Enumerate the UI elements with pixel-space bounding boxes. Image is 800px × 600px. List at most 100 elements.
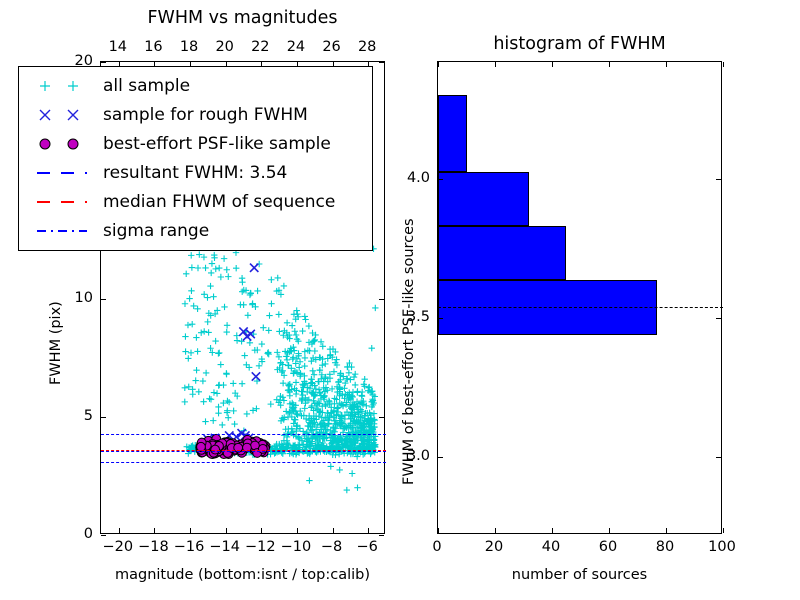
scatter-marker-plus xyxy=(282,426,289,433)
scatter-marker-plus xyxy=(232,264,240,272)
scatter-marker-plus xyxy=(244,312,252,319)
scatter-marker-plus xyxy=(321,375,329,382)
scatter-marker-plus xyxy=(214,307,221,314)
scatter-marker-plus xyxy=(362,409,369,417)
scatter-marker-plus xyxy=(306,442,313,449)
legend-marker-dashdot-line-icon xyxy=(27,218,101,244)
scatter-marker-plus xyxy=(292,331,300,339)
scatter-marker-plus xyxy=(371,423,378,431)
scatter-marker-plus xyxy=(309,420,316,427)
scatter-marker-plus xyxy=(363,402,370,410)
x-tick-label-top: 20 xyxy=(215,39,234,55)
scatter-marker-plus xyxy=(193,334,200,341)
scatter-marker-plus xyxy=(310,389,317,396)
scatter-marker-plus xyxy=(301,362,308,370)
scatter-marker-plus xyxy=(225,399,233,406)
y-tick-mark xyxy=(101,535,106,536)
scatter-marker-plus xyxy=(330,413,338,421)
scatter-marker-plus xyxy=(223,322,231,329)
x-tick-mark xyxy=(154,62,156,67)
scatter-marker-plus xyxy=(368,439,375,446)
histogram-of-fwhm-axes[interactable] xyxy=(437,61,724,534)
scatter-marker-plus xyxy=(368,388,375,395)
scatter-marker-plus xyxy=(368,398,376,406)
x-tick-mark xyxy=(118,528,120,533)
scatter-marker-plus xyxy=(223,370,230,377)
scatter-marker-plus xyxy=(344,449,351,457)
x-tick-mark xyxy=(723,62,724,67)
scatter-marker-plus xyxy=(372,304,379,312)
scatter-marker-plus xyxy=(240,286,247,294)
scatter-marker-plus xyxy=(291,328,299,335)
legend-item-0[interactable]: all sample xyxy=(19,71,372,100)
scatter-marker-plus xyxy=(185,383,192,391)
scatter-marker-plus xyxy=(298,397,305,405)
scatter-marker-plus xyxy=(341,395,348,402)
scatter-marker-plus xyxy=(280,332,287,339)
scatter-marker-plus xyxy=(316,354,324,361)
legend-box[interactable]: all sample sample for rough FWHM best-effo… xyxy=(18,66,373,251)
legend-item-3[interactable]: resultant FWHM: 3.54 xyxy=(19,158,372,187)
right-plot-title: histogram of FWHM xyxy=(493,34,666,54)
scatter-marker-cross xyxy=(245,329,256,339)
scatter-marker-plus xyxy=(273,287,280,295)
scatter-marker-plus xyxy=(187,349,195,357)
scatter-marker-plus xyxy=(238,338,245,345)
scatter-marker-plus xyxy=(322,373,329,381)
scatter-marker-plus xyxy=(303,428,311,436)
scatter-marker-plus xyxy=(297,407,304,415)
scatter-marker-plus xyxy=(202,369,210,377)
scatter-marker-plus xyxy=(230,380,237,387)
scatter-marker-plus xyxy=(344,375,351,383)
scatter-marker-plus xyxy=(298,412,305,419)
scatter-marker-plus xyxy=(357,424,365,431)
scatter-marker-plus xyxy=(194,264,202,272)
scatter-marker-plus xyxy=(201,328,208,335)
x-tick-mark xyxy=(495,528,496,533)
legend-item-4[interactable]: median FHWM of sequence xyxy=(19,187,372,216)
scatter-marker-plus xyxy=(216,349,223,357)
scatter-marker-plus xyxy=(283,439,291,447)
scatter-marker-plus xyxy=(301,313,308,320)
scatter-marker-plus xyxy=(342,379,349,387)
scatter-marker-plus xyxy=(299,428,307,435)
scatter-marker-plus xyxy=(343,486,351,494)
scatter-marker-plus xyxy=(277,401,284,409)
scatter-marker-plus xyxy=(319,343,326,350)
scatter-marker-plus xyxy=(241,352,248,359)
scatter-marker-plus xyxy=(209,349,216,356)
scatter-marker-plus xyxy=(332,451,339,459)
scatter-marker-plus xyxy=(359,401,367,408)
reference-line-dashed xyxy=(101,451,386,453)
x-tick-mark xyxy=(190,62,192,67)
scatter-marker-plus xyxy=(215,409,222,417)
scatter-marker-plus xyxy=(305,422,312,430)
scatter-marker-plus xyxy=(219,421,226,429)
scatter-marker-plus xyxy=(369,391,377,399)
scatter-marker-plus xyxy=(321,425,329,433)
scatter-marker-plus xyxy=(358,408,366,415)
x-tick-label: 40 xyxy=(541,539,561,555)
scatter-marker-plus xyxy=(334,408,342,416)
x-tick-mark xyxy=(552,528,553,533)
legend-item-1[interactable]: sample for rough FWHM xyxy=(19,100,372,129)
scatter-marker-plus xyxy=(359,399,366,407)
y-tick-mark xyxy=(438,317,443,319)
scatter-marker-plus xyxy=(351,381,359,389)
scatter-marker-plus xyxy=(290,442,298,450)
legend-item-5[interactable]: sigma range xyxy=(19,216,372,245)
scatter-marker-plus xyxy=(238,274,246,282)
y-tick-mark xyxy=(101,62,106,63)
scatter-marker-plus xyxy=(279,367,286,375)
legend-marker-dashed-line-icon xyxy=(27,189,101,215)
legend-label: best-effort PSF-like sample xyxy=(103,133,331,154)
scatter-marker-plus xyxy=(318,414,325,421)
scatter-marker-plus xyxy=(280,416,287,423)
y-tick-label: 3.0 xyxy=(406,448,430,465)
scatter-marker-plus xyxy=(346,432,354,440)
legend-item-2[interactable]: best-effort PSF-like sample xyxy=(19,129,372,158)
x-tick-label-bottom: −18 xyxy=(138,539,169,555)
scatter-marker-plus xyxy=(336,419,343,426)
scatter-marker-plus xyxy=(230,407,237,415)
scatter-marker-circle xyxy=(196,441,206,452)
